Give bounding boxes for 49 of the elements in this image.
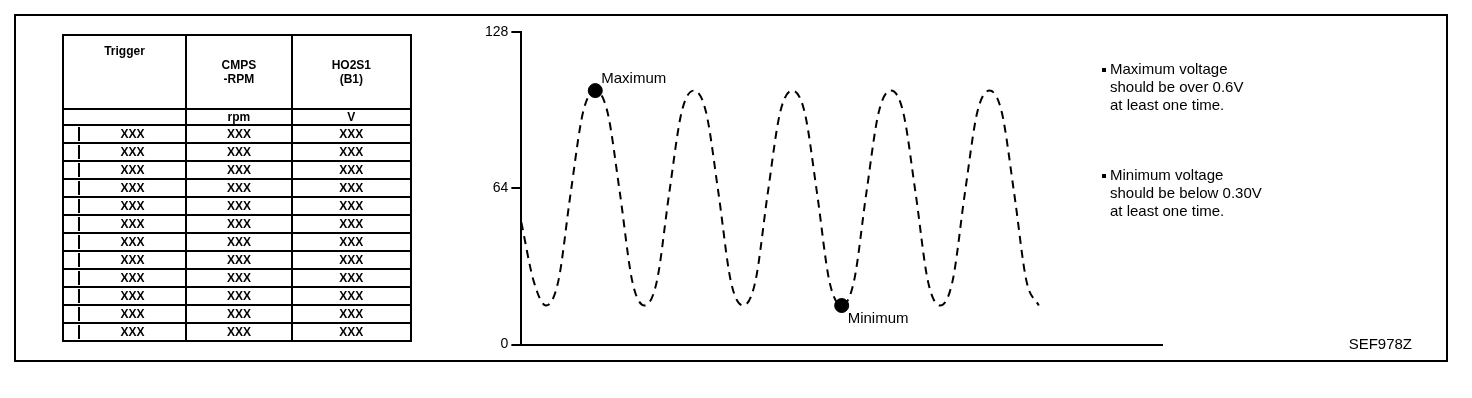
text: XXX — [339, 235, 364, 249]
y-tick-label: 0 — [500, 335, 509, 352]
text: XXX — [339, 145, 364, 159]
text: XXX — [339, 217, 364, 231]
text: XXX — [226, 307, 251, 321]
text: XXX — [339, 307, 364, 321]
text: XXX — [339, 127, 364, 141]
text: XXX — [120, 235, 145, 249]
text: XXX — [120, 325, 145, 339]
text: XXX — [120, 127, 145, 141]
text: XXX — [226, 325, 251, 339]
text: XXX — [339, 325, 364, 339]
text: XXX — [339, 271, 364, 285]
annotation: Minimum voltage should be below 0.30V at least one time. — [1110, 166, 1262, 220]
text: XXX — [120, 253, 145, 267]
text: XXX — [339, 181, 364, 195]
text: XXX — [120, 271, 145, 285]
category-label: Trigger — [63, 35, 187, 109]
text: XXX — [120, 163, 145, 177]
text: rpm — [227, 110, 251, 124]
text: XXX — [339, 289, 364, 303]
text: XXX — [120, 289, 145, 303]
text: XXX — [120, 145, 145, 159]
text: XXX — [226, 253, 251, 267]
text: XXX — [339, 199, 364, 213]
text: XXX — [339, 253, 364, 267]
annotation: Maximum — [601, 69, 667, 87]
annotation: Maximum voltage should be over 0.6V at least one time. — [1110, 60, 1244, 114]
text: XXX — [226, 271, 251, 285]
text: XXX — [226, 163, 251, 177]
text: XXX — [120, 199, 145, 213]
text: XXX — [226, 181, 251, 195]
category-label: HO2S1 (B1) — [291, 35, 411, 109]
text: XXX — [339, 163, 364, 177]
text: XXX — [120, 307, 145, 321]
category-label: CMPS -RPM — [186, 35, 292, 109]
text: XXX — [226, 199, 251, 213]
text: XXX — [226, 235, 251, 249]
text: SEF978Z — [1348, 335, 1412, 352]
text: XXX — [120, 217, 145, 231]
text: XXX — [226, 127, 251, 141]
y-tick-label: 64 — [492, 179, 509, 196]
text: V — [347, 110, 356, 124]
text: XXX — [120, 181, 145, 195]
text: XXX — [226, 217, 251, 231]
y-tick-label: 128 — [485, 22, 509, 39]
text: XXX — [226, 145, 251, 159]
annotation: Minimum — [847, 309, 909, 327]
text: XXX — [226, 289, 251, 303]
